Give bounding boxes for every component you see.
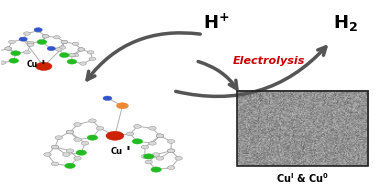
Circle shape [141,145,149,149]
Circle shape [89,119,96,123]
Circle shape [132,139,143,144]
Circle shape [11,59,17,62]
Circle shape [141,155,149,158]
Circle shape [167,149,175,153]
Text: II: II [41,60,45,65]
Circle shape [51,145,59,149]
Circle shape [55,136,62,139]
Circle shape [126,132,134,136]
Circle shape [65,163,75,168]
Circle shape [36,62,52,70]
Circle shape [59,46,66,49]
Circle shape [55,48,62,51]
Circle shape [156,156,164,160]
Circle shape [167,139,175,143]
Circle shape [167,166,175,170]
Circle shape [51,145,59,149]
Circle shape [117,103,129,109]
Circle shape [68,53,75,57]
Circle shape [51,162,59,166]
Circle shape [87,135,98,140]
Circle shape [61,53,68,57]
Bar [237,91,368,166]
Circle shape [20,37,27,41]
Circle shape [72,42,79,46]
Circle shape [44,153,51,156]
Circle shape [38,40,45,44]
Circle shape [66,164,74,168]
Circle shape [134,125,141,128]
Circle shape [42,35,49,38]
Circle shape [156,134,164,138]
Circle shape [9,40,15,44]
Circle shape [167,149,175,153]
Circle shape [80,62,86,65]
Circle shape [24,32,30,35]
Circle shape [42,35,49,38]
Circle shape [152,153,160,156]
Circle shape [12,52,19,55]
Circle shape [96,126,104,130]
Circle shape [47,46,55,51]
Circle shape [59,53,69,57]
Circle shape [78,48,85,51]
Circle shape [151,167,161,172]
Circle shape [27,41,34,45]
Circle shape [34,28,42,32]
Circle shape [78,48,85,51]
Circle shape [89,136,96,139]
Circle shape [175,156,182,160]
Circle shape [76,150,86,155]
Circle shape [12,52,19,55]
Circle shape [87,51,94,54]
Circle shape [74,123,81,126]
Circle shape [74,138,81,141]
Circle shape [61,40,68,44]
Text: Cu$^{\mathregular{I}}$ & Cu$^{\mathregular{0}}$: Cu$^{\mathregular{I}}$ & Cu$^{\mathregul… [276,171,329,185]
Circle shape [35,29,41,32]
Circle shape [19,37,27,41]
Circle shape [81,141,89,145]
Circle shape [66,149,74,153]
Circle shape [27,43,34,46]
Circle shape [53,36,60,39]
Circle shape [74,156,81,160]
Circle shape [66,130,74,134]
Circle shape [149,126,156,130]
Circle shape [11,51,21,56]
Circle shape [38,40,45,44]
Circle shape [24,51,30,54]
Circle shape [20,37,27,41]
Text: Cu: Cu [27,60,38,69]
Circle shape [37,40,47,44]
Circle shape [48,47,55,50]
Circle shape [143,154,154,159]
Circle shape [103,96,112,101]
Circle shape [9,58,19,63]
Circle shape [61,40,68,44]
Circle shape [68,60,75,63]
Circle shape [106,131,124,140]
Text: Cu: Cu [111,147,123,156]
Circle shape [134,139,141,143]
Circle shape [152,168,160,171]
Circle shape [66,130,74,134]
Text: H$^{\mathregular{+}}$: H$^{\mathregular{+}}$ [203,14,229,33]
Circle shape [62,153,70,156]
Circle shape [156,134,164,138]
Circle shape [5,47,12,50]
Circle shape [89,57,96,60]
Circle shape [149,141,156,145]
Circle shape [0,61,6,64]
Circle shape [67,59,77,64]
Circle shape [145,160,152,164]
Text: H$_{\mathregular{2}}$: H$_{\mathregular{2}}$ [333,13,358,33]
Text: II: II [126,146,130,150]
Text: Electrolysis: Electrolysis [232,56,305,66]
Circle shape [77,151,85,155]
Circle shape [5,47,12,50]
Circle shape [72,53,79,57]
